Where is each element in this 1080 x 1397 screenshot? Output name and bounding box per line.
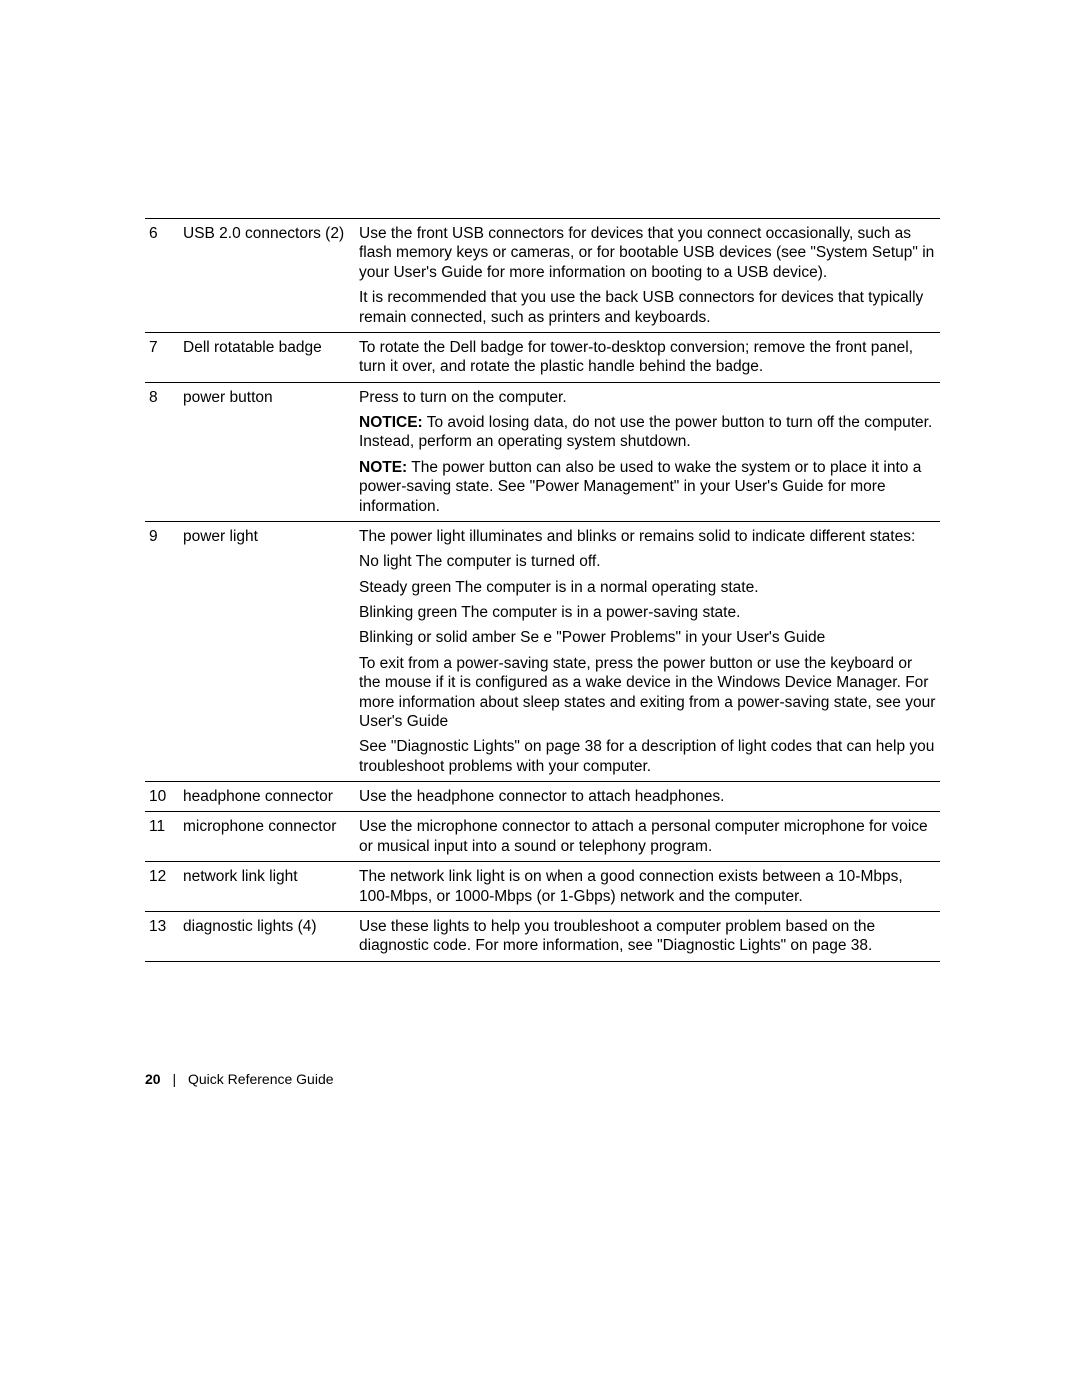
description-paragraph: See "Diagnostic Lights" on page 38 for a…	[359, 737, 936, 776]
callout-text: To avoid losing data, do not use the pow…	[359, 414, 932, 450]
row-description: The network link light is on when a good…	[359, 862, 940, 912]
description-paragraph: Blinking or solid amber Se e "Power Prob…	[359, 628, 936, 647]
table-row: 6USB 2.0 connectors (2)Use the front USB…	[145, 219, 940, 333]
row-number: 13	[145, 911, 183, 961]
description-paragraph: NOTICE: To avoid losing data, do not use…	[359, 413, 936, 452]
row-description: Use the headphone connector to attach he…	[359, 782, 940, 812]
row-number: 6	[145, 219, 183, 333]
description-paragraph: Use the front USB connectors for devices…	[359, 224, 936, 282]
row-label: USB 2.0 connectors (2)	[183, 219, 359, 333]
reference-table: 6USB 2.0 connectors (2)Use the front USB…	[145, 218, 940, 962]
row-label: headphone connector	[183, 782, 359, 812]
table-row: 9power lightThe power light illuminates …	[145, 521, 940, 781]
description-paragraph: Use these lights to help you troubleshoo…	[359, 917, 936, 956]
description-paragraph: Use the headphone connector to attach he…	[359, 787, 936, 806]
description-paragraph: The network link light is on when a good…	[359, 867, 936, 906]
page-footer: 20 | Quick Reference Guide	[145, 1071, 334, 1087]
page-number: 20	[145, 1071, 161, 1087]
table-row: 11microphone connectorUse the microphone…	[145, 812, 940, 862]
row-number: 11	[145, 812, 183, 862]
row-description: Use these lights to help you troubleshoo…	[359, 911, 940, 961]
table-row: 10headphone connectorUse the headphone c…	[145, 782, 940, 812]
description-paragraph: Press to turn on the computer.	[359, 388, 936, 407]
row-number: 12	[145, 862, 183, 912]
description-paragraph: To rotate the Dell badge for tower-to-de…	[359, 338, 936, 377]
callout-prefix: NOTICE:	[359, 414, 423, 431]
table-row: 13diagnostic lights (4)Use these lights …	[145, 911, 940, 961]
row-label: microphone connector	[183, 812, 359, 862]
callout-prefix: NOTE:	[359, 459, 407, 476]
footer-separator: |	[172, 1071, 176, 1087]
row-label: power light	[183, 521, 359, 781]
row-description: Use the microphone connector to attach a…	[359, 812, 940, 862]
row-description: Use the front USB connectors for devices…	[359, 219, 940, 333]
row-label: Dell rotatable badge	[183, 332, 359, 382]
row-number: 8	[145, 382, 183, 521]
footer-title: Quick Reference Guide	[188, 1071, 334, 1087]
row-description: Press to turn on the computer. NOTICE: To…	[359, 382, 940, 521]
description-paragraph: No light The computer is turned off.	[359, 552, 936, 571]
table-row: 12network link lightThe network link lig…	[145, 862, 940, 912]
description-paragraph: The power light illuminates and blinks o…	[359, 527, 936, 546]
row-description: To rotate the Dell badge for tower-to-de…	[359, 332, 940, 382]
row-label: diagnostic lights (4)	[183, 911, 359, 961]
row-label: power button	[183, 382, 359, 521]
description-paragraph: To exit from a power-saving state, press…	[359, 654, 936, 732]
table-row: 8power buttonPress to turn on the comput…	[145, 382, 940, 521]
row-number: 7	[145, 332, 183, 382]
description-paragraph: Use the microphone connector to attach a…	[359, 817, 936, 856]
row-label: network link light	[183, 862, 359, 912]
description-paragraph: Steady green The computer is in a normal…	[359, 578, 936, 597]
row-number: 10	[145, 782, 183, 812]
description-paragraph: Blinking green The computer is in a powe…	[359, 603, 936, 622]
callout-text: The power button can also be used to wak…	[359, 459, 921, 515]
row-description: The power light illuminates and blinks o…	[359, 521, 940, 781]
row-number: 9	[145, 521, 183, 781]
description-paragraph: It is recommended that you use the back …	[359, 288, 936, 327]
table-row: 7Dell rotatable badgeTo rotate the Dell …	[145, 332, 940, 382]
description-paragraph: NOTE: The power button can also be used …	[359, 458, 936, 516]
